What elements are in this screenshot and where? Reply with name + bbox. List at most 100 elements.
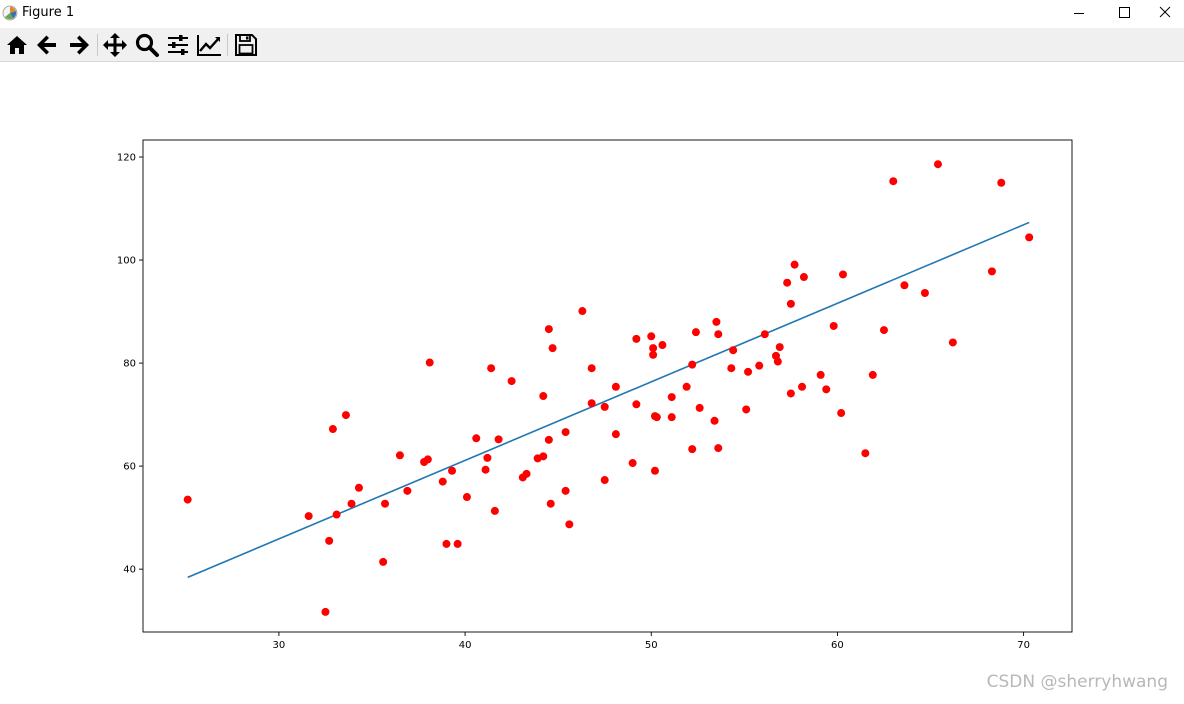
maximize-icon xyxy=(1119,7,1130,18)
y-tick-label: 120 xyxy=(117,153,136,164)
scatter-point xyxy=(650,466,659,475)
scatter-point xyxy=(578,307,587,316)
scatter-point xyxy=(710,416,719,425)
save-button[interactable] xyxy=(233,32,259,58)
window-title: Figure 1 xyxy=(22,5,75,20)
scatter-point xyxy=(744,367,753,376)
scatter-point xyxy=(403,486,412,495)
scatter-point xyxy=(799,273,808,282)
minimize-button[interactable] xyxy=(1056,0,1102,28)
scatter-point xyxy=(714,330,723,339)
home-icon xyxy=(7,36,27,54)
scatter-point xyxy=(341,411,350,420)
save-icon xyxy=(235,34,257,56)
scatter-point xyxy=(539,392,548,401)
x-tick-label: 70 xyxy=(1017,640,1030,651)
y-tick-label: 80 xyxy=(123,359,136,370)
regression-line xyxy=(187,221,1030,579)
scatter-point xyxy=(328,425,337,434)
scatter-point xyxy=(775,343,784,352)
scatter-point xyxy=(868,370,877,379)
configure-subplots-button[interactable] xyxy=(165,32,191,58)
scatter-point xyxy=(667,393,676,402)
scatter-point xyxy=(448,466,457,475)
scatter-point xyxy=(587,364,596,373)
scatter-point xyxy=(561,428,570,437)
scatter-point xyxy=(786,389,795,398)
scatter-point xyxy=(587,399,596,408)
scatter-point xyxy=(381,499,390,508)
scatter-point xyxy=(379,557,388,566)
scatter-point xyxy=(688,445,697,454)
scatter-point xyxy=(490,506,499,515)
toolbar-separator xyxy=(97,34,98,56)
scatter-point xyxy=(438,477,447,486)
scatter-point xyxy=(742,405,751,414)
maximize-button[interactable] xyxy=(1102,0,1148,28)
scatter-point xyxy=(632,400,641,409)
scatter-point xyxy=(783,278,792,287)
scatter-point xyxy=(1025,233,1034,242)
pan-icon xyxy=(103,33,127,57)
scatter-point xyxy=(442,539,451,548)
x-tick-label: 60 xyxy=(831,640,844,651)
toolbar-separator xyxy=(227,34,228,56)
scatter-point xyxy=(786,299,795,308)
scatter-point xyxy=(611,430,620,439)
zoom-button[interactable] xyxy=(134,32,160,58)
scatter-point xyxy=(755,361,764,370)
y-tick-label: 100 xyxy=(117,256,136,267)
scatter-point xyxy=(522,469,531,478)
scatter-point xyxy=(682,382,691,391)
scatter-chart: 30 40 50 60 70 40 60 80 100 120 xyxy=(117,139,1073,651)
y-tick-label: 40 xyxy=(123,565,136,576)
scatter-point xyxy=(347,499,356,508)
home-button[interactable] xyxy=(4,32,30,58)
scatter-point xyxy=(712,317,721,326)
scatter-point xyxy=(688,360,697,369)
scatter-point xyxy=(632,334,641,343)
scatter-point xyxy=(507,377,516,386)
x-tick-label: 40 xyxy=(459,640,472,651)
scatter-point xyxy=(321,607,330,616)
scatter-point xyxy=(565,520,574,529)
scatter-point xyxy=(332,510,341,519)
scatter-point xyxy=(487,364,496,373)
scatter-point xyxy=(760,330,769,339)
scatter-point xyxy=(546,499,555,508)
scatter-point xyxy=(649,350,658,359)
pan-button[interactable] xyxy=(102,32,128,58)
back-button[interactable] xyxy=(35,32,61,58)
scatter-point xyxy=(920,289,929,298)
edit-axis-button[interactable] xyxy=(196,32,222,58)
scatter-point xyxy=(423,455,432,464)
scatter-point xyxy=(773,357,782,366)
scatter-point xyxy=(628,459,637,468)
x-tick-label: 50 xyxy=(645,640,658,651)
scatter-point xyxy=(816,370,825,379)
scatter-point xyxy=(354,483,363,492)
scatter-point xyxy=(544,325,553,334)
figure-canvas[interactable]: 30 40 50 60 70 40 60 80 100 120 CSDN @sherryhwang xyxy=(0,62,1184,700)
forward-arrow-icon xyxy=(70,35,89,55)
scatter-point xyxy=(600,402,609,411)
scatter-point xyxy=(481,465,490,474)
scatter-point xyxy=(544,435,553,444)
scatter-point xyxy=(453,539,462,548)
scatter-point xyxy=(948,338,957,347)
scatter-point xyxy=(879,326,888,335)
scatter-point xyxy=(548,344,557,353)
scatter-point xyxy=(462,493,471,502)
scatter-point xyxy=(861,449,870,458)
scatter-point xyxy=(395,451,404,460)
scatter-point xyxy=(933,160,942,169)
close-button[interactable] xyxy=(1146,0,1184,28)
scatter-point xyxy=(649,344,658,353)
scatter-point xyxy=(695,403,704,412)
scatter-point xyxy=(658,341,667,350)
scatter-point xyxy=(652,413,661,422)
scatter-point xyxy=(837,409,846,418)
scatter-point xyxy=(600,476,609,485)
scatter-point xyxy=(987,267,996,276)
forward-button[interactable] xyxy=(65,32,91,58)
